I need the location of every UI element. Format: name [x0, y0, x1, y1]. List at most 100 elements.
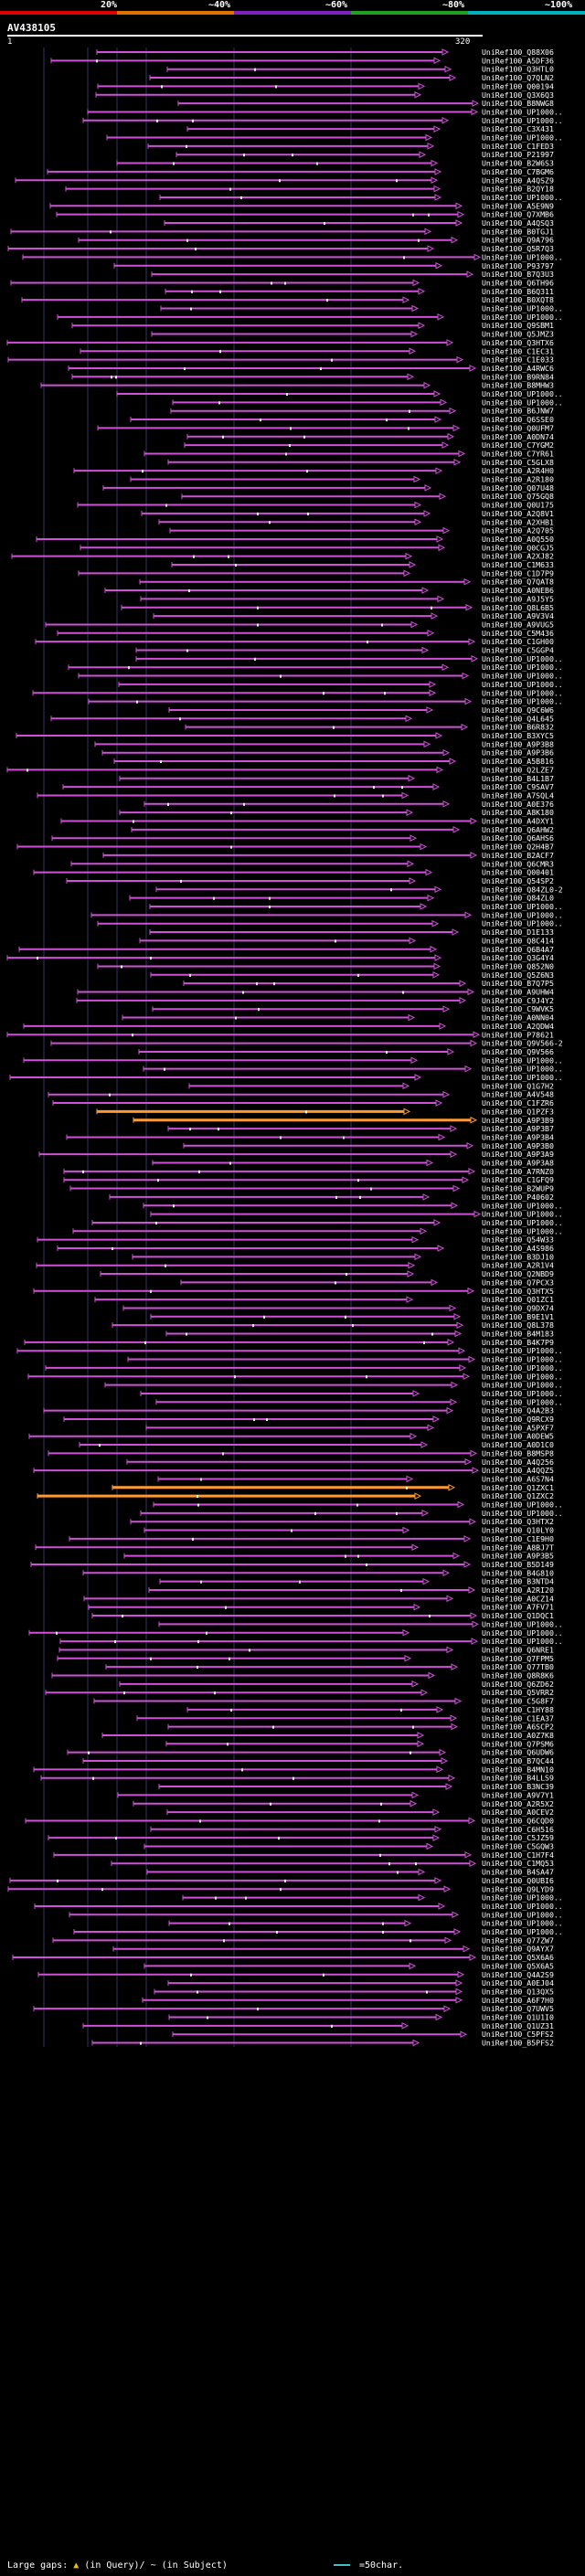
hit-label[interactable]: UniRef100_Q5X6A6	[482, 1953, 554, 1962]
hit-label[interactable]: UniRef100_Q0UFM7	[482, 423, 554, 432]
hit-label[interactable]: UniRef100_A9P3B7	[482, 1124, 554, 1133]
hit-label[interactable]: UniRef100_UP1000..	[482, 1389, 563, 1398]
hit-label[interactable]: UniRef100_A5B816	[482, 757, 554, 766]
hit-label[interactable]: UniRef100_Q75GQ8	[482, 492, 554, 501]
hit-label[interactable]: UniRef100_A6SCP2	[482, 1723, 554, 1732]
hit-label[interactable]: UniRef100_A2R5X2	[482, 1799, 554, 1808]
hit-label[interactable]: UniRef100_A4Q256	[482, 1458, 554, 1467]
hit-label[interactable]: UniRef100_A7SQL4	[482, 790, 554, 800]
hit-label[interactable]: UniRef100_A9VUG5	[482, 620, 554, 629]
alignment-row[interactable]: UniRef100_C5GQW3	[144, 1842, 554, 1851]
hit-label[interactable]: UniRef100_A4QQZ5	[482, 1466, 554, 1475]
hit-label[interactable]: UniRef100_A5E9N9	[482, 201, 554, 210]
alignment-row[interactable]: UniRef100_Q9C6W6	[168, 705, 554, 715]
alignment-row[interactable]: UniRef100_C5G8F7	[93, 1697, 554, 1706]
hit-label[interactable]: UniRef100_B4M183	[482, 1330, 554, 1339]
alignment-row[interactable]: UniRef100_Q8L378	[112, 1320, 554, 1330]
hit-label[interactable]: UniRef100_A2Q8V1	[482, 509, 554, 518]
alignment-row[interactable]: UniRef100_C1M633	[171, 560, 554, 569]
alignment-row[interactable]: UniRef100_Q7UWV5	[33, 2004, 554, 2013]
alignment-row[interactable]: UniRef100_A7RNZ0	[63, 1167, 554, 1176]
alignment-row[interactable]: UniRef100_B5D149	[30, 1560, 554, 1569]
hit-label[interactable]: UniRef100_B6JNW7	[482, 407, 554, 416]
alignment-row[interactable]: UniRef100_Q9V566-2	[50, 1039, 563, 1048]
alignment-row[interactable]: UniRef100_A9P3B6	[101, 748, 554, 758]
alignment-row[interactable]: UniRef100_Q7FPM5	[57, 1654, 554, 1663]
hit-label[interactable]: UniRef100_Q6AHS6	[482, 833, 554, 843]
hit-label[interactable]: UniRef100_Q1G7H2	[482, 1081, 554, 1090]
hit-label[interactable]: UniRef100_B6Q311	[482, 287, 554, 296]
alignment-row[interactable]: UniRef100_UP1000..	[73, 1927, 563, 1936]
alignment-row[interactable]: UniRef100_Q9V566	[138, 1047, 554, 1056]
alignment-row[interactable]: UniRef100_B8MHW3	[40, 381, 554, 390]
hit-label[interactable]: UniRef100_C6H516	[482, 1825, 554, 1834]
alignment-row[interactable]: UniRef100_B2W6S3	[116, 159, 554, 168]
hit-label[interactable]: UniRef100_Q1ZXC2	[482, 1491, 554, 1500]
alignment-row[interactable]: UniRef100_UP1000..	[90, 910, 563, 919]
alignment-row[interactable]: UniRef100_A5E9N9	[49, 201, 554, 210]
hit-label[interactable]: UniRef100_UP1000..	[482, 1893, 563, 1903]
hit-label[interactable]: UniRef100_C7YR61	[482, 449, 554, 458]
hit-label[interactable]: UniRef100_Q9AYX7	[482, 1945, 554, 1954]
alignment-row[interactable]: UniRef100_A0NEB6	[104, 586, 554, 595]
hit-label[interactable]: UniRef100_P40602	[482, 1193, 554, 1202]
alignment-row[interactable]: UniRef100_B4MN10	[33, 1765, 554, 1774]
alignment-row[interactable]: UniRef100_A4QSQ3	[164, 218, 554, 228]
hit-label[interactable]: UniRef100_Q2H4B7	[482, 843, 554, 852]
alignment-row[interactable]: UniRef100_A2XJ82	[11, 552, 554, 561]
alignment-row[interactable]: UniRef100_A0CEV2	[166, 1807, 554, 1817]
hit-label[interactable]: UniRef100_Q2LZE7	[482, 765, 554, 774]
hit-label[interactable]: UniRef100_A5DF36	[482, 56, 554, 65]
alignment-row[interactable]: UniRef100_Q8R8K6	[51, 1671, 554, 1680]
alignment-row[interactable]: UniRef100_A5B816	[113, 757, 554, 766]
alignment-row[interactable]: UniRef100_C1HY88	[186, 1705, 554, 1714]
alignment-row[interactable]: UniRef100_B3NC39	[158, 1782, 554, 1791]
alignment-row[interactable]: UniRef100_Q852N0	[97, 961, 554, 970]
hit-label[interactable]: UniRef100_C5M436	[482, 629, 554, 638]
alignment-row[interactable]: UniRef100_UP1000..	[87, 107, 563, 116]
alignment-row[interactable]: UniRef100_Q4A2S9	[37, 1970, 554, 1979]
hit-label[interactable]: UniRef100_Q6AHW2	[482, 825, 554, 834]
alignment-row[interactable]: UniRef100_P21997	[176, 150, 554, 159]
hit-label[interactable]: UniRef100_A9J5Y5	[482, 594, 554, 603]
alignment-row[interactable]: UniRef100_UP1000..	[22, 252, 563, 261]
hit-label[interactable]: UniRef100_B5PFS2	[482, 2039, 554, 2048]
hit-label[interactable]: UniRef100_UP1000..	[482, 389, 563, 398]
hit-label[interactable]: UniRef100_B3XYC5	[482, 731, 554, 740]
alignment-row[interactable]: UniRef100_UP1000..	[143, 1201, 563, 1210]
alignment-row[interactable]: UniRef100_UP1000..	[32, 688, 563, 697]
alignment-row[interactable]: UniRef100_Q5VRR2	[45, 1688, 554, 1697]
alignment-row[interactable]: UniRef100_A9P3A9	[38, 1150, 554, 1159]
hit-label[interactable]: UniRef100_B0XQT8	[482, 295, 554, 304]
alignment-row[interactable]: UniRef100_Q0UFM7	[97, 423, 554, 432]
hit-label[interactable]: UniRef100_Q9SBM1	[482, 321, 554, 330]
hit-label[interactable]: UniRef100_Q6SSE0	[482, 415, 554, 424]
hit-label[interactable]: UniRef100_B7Q3U3	[482, 270, 554, 279]
hit-label[interactable]: UniRef100_A9P3B9	[482, 1116, 554, 1125]
alignment-row[interactable]: UniRef100_A9VUG5	[45, 620, 554, 629]
hit-label[interactable]: UniRef100_UP1000..	[482, 1628, 563, 1638]
alignment-row[interactable]: UniRef100_B3NTD4	[159, 1577, 554, 1586]
alignment-row[interactable]: UniRef100_UP1000..	[72, 1226, 563, 1235]
hit-label[interactable]: UniRef100_C5JZ59	[482, 1833, 554, 1842]
hit-label[interactable]: UniRef100_C1HY88	[482, 1705, 554, 1714]
hit-label[interactable]: UniRef100_C9SAV7	[482, 782, 554, 791]
alignment-row[interactable]: UniRef100_Q3HTX6	[6, 338, 554, 347]
alignment-row[interactable]: UniRef100_A2RI20	[148, 1585, 554, 1595]
hit-label[interactable]: UniRef100_B8NWG8	[482, 99, 554, 108]
alignment-row[interactable]: UniRef100_Q3HTX2	[130, 1517, 554, 1526]
alignment-row[interactable]: UniRef100_A8K180	[119, 808, 554, 817]
alignment-row[interactable]: UniRef100_A4S986	[57, 1244, 554, 1253]
alignment-row[interactable]: UniRef100_B6JNW7	[170, 407, 554, 416]
alignment-row[interactable]: UniRef100_B4G810	[82, 1568, 554, 1577]
alignment-row[interactable]: UniRef100_A2R4H0	[73, 466, 554, 475]
alignment-row[interactable]: UniRef100_Q13QX5	[154, 1987, 554, 1996]
hit-label[interactable]: UniRef100_B3NTD4	[482, 1577, 554, 1586]
hit-label[interactable]: UniRef100_Q3G4Y4	[482, 953, 554, 962]
alignment-row[interactable]: UniRef100_A5PXF7	[145, 1423, 554, 1432]
hit-label[interactable]: UniRef100_B4SA47	[482, 1868, 554, 1877]
alignment-row[interactable]: UniRef100_Q2LZE7	[6, 765, 554, 774]
alignment-row[interactable]: UniRef100_UP1000..	[172, 398, 563, 407]
alignment-row[interactable]: UniRef100_B4M183	[165, 1330, 554, 1339]
alignment-row[interactable]: UniRef100_A9V7Y1	[117, 1790, 554, 1799]
